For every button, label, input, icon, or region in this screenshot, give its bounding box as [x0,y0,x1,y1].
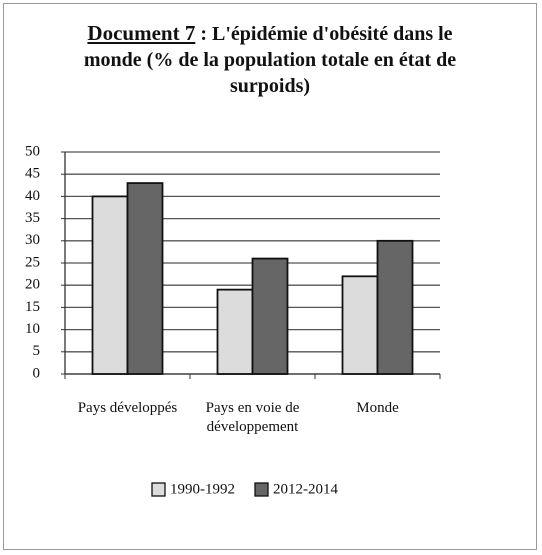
bar [216,288,254,375]
bar [376,239,414,375]
y-tick-label: 45 [25,166,40,182]
y-tick-label: 25 [25,254,40,270]
title-text: : L'épidémie d'obésité dans le monde (% … [83,23,457,97]
y-tick-label: 20 [25,277,40,293]
x-tick-label: Monde [356,400,399,416]
bar [91,195,129,375]
y-tick-label: 10 [25,321,40,337]
y-tick-label: 40 [25,188,40,204]
legend-label: 1990-1992 [170,481,235,497]
x-tick-label-box: Pays développés [77,400,178,416]
y-tick-label: 0 [33,365,41,381]
y-tick-label: 35 [25,210,40,226]
chart-title: Document 7 : L'épidémie d'obésité dans l… [60,20,480,99]
y-tick-label: 50 [25,143,40,159]
legend-swatch [151,482,166,497]
x-tick-label: Pays en voie de développement [205,400,300,435]
y-tick-label: 15 [25,299,40,315]
legend-swatch [254,482,269,497]
x-tick-label-box: Pays en voie de développement [205,400,300,435]
y-tick-label: 5 [33,343,41,359]
x-tick-label-box: Monde [356,400,399,416]
x-tick-label: Pays développés [77,400,178,416]
legend-label: 2012-2014 [273,481,338,497]
y-tick-label: 30 [25,232,40,248]
bar [341,275,379,375]
bar [126,182,164,375]
frame [3,3,537,550]
bar [251,257,289,375]
document-label: Document 7 [87,21,196,45]
